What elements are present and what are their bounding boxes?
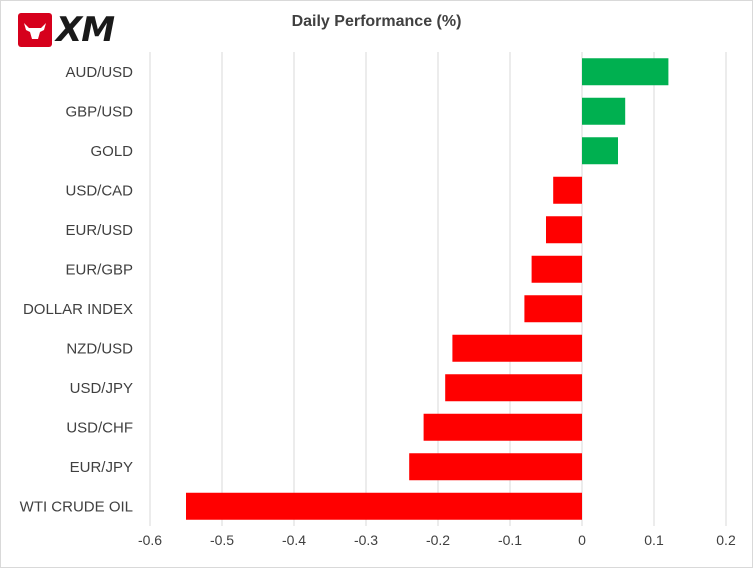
x-tick-label: -0.1 (498, 532, 522, 548)
bar (546, 216, 582, 244)
y-tick-label: USD/CAD (65, 182, 133, 199)
y-tick-label: DOLLAR INDEX (23, 301, 133, 318)
y-tick-label: AUD/USD (65, 64, 133, 81)
bar (186, 492, 582, 520)
bar (553, 176, 582, 204)
y-tick-label: EUR/GBP (65, 261, 133, 278)
x-tick-label: 0.2 (716, 532, 736, 548)
y-tick-label: GBP/USD (65, 103, 133, 120)
bar (582, 137, 618, 165)
y-tick-label: WTI CRUDE OIL (20, 498, 133, 515)
xm-logo: XM (18, 10, 115, 50)
bar (409, 453, 582, 481)
bar (582, 97, 626, 125)
y-tick-label: EUR/USD (65, 222, 133, 239)
chart-title: Daily Performance (%) (291, 13, 462, 30)
x-tick-label: -0.6 (138, 532, 162, 548)
bar (531, 255, 582, 283)
bar (423, 413, 582, 441)
x-tick-label: -0.2 (426, 532, 450, 548)
x-tick-label: -0.3 (354, 532, 378, 548)
bar (445, 374, 582, 402)
logo-text: XM (56, 10, 115, 50)
bar (582, 58, 669, 86)
x-tick-label: 0.1 (644, 532, 664, 548)
y-tick-label: USD/JPY (70, 380, 133, 397)
y-tick-label: USD/CHF (66, 419, 133, 436)
y-tick-label: NZD/USD (66, 340, 133, 357)
x-tick-label: 0 (578, 532, 586, 548)
bar (524, 295, 582, 323)
bar (452, 334, 582, 362)
bull-icon (18, 13, 52, 47)
x-tick-label: -0.5 (210, 532, 234, 548)
x-tick-label: -0.4 (282, 532, 306, 548)
y-tick-label: EUR/JPY (70, 459, 133, 476)
y-tick-label: GOLD (90, 143, 133, 160)
